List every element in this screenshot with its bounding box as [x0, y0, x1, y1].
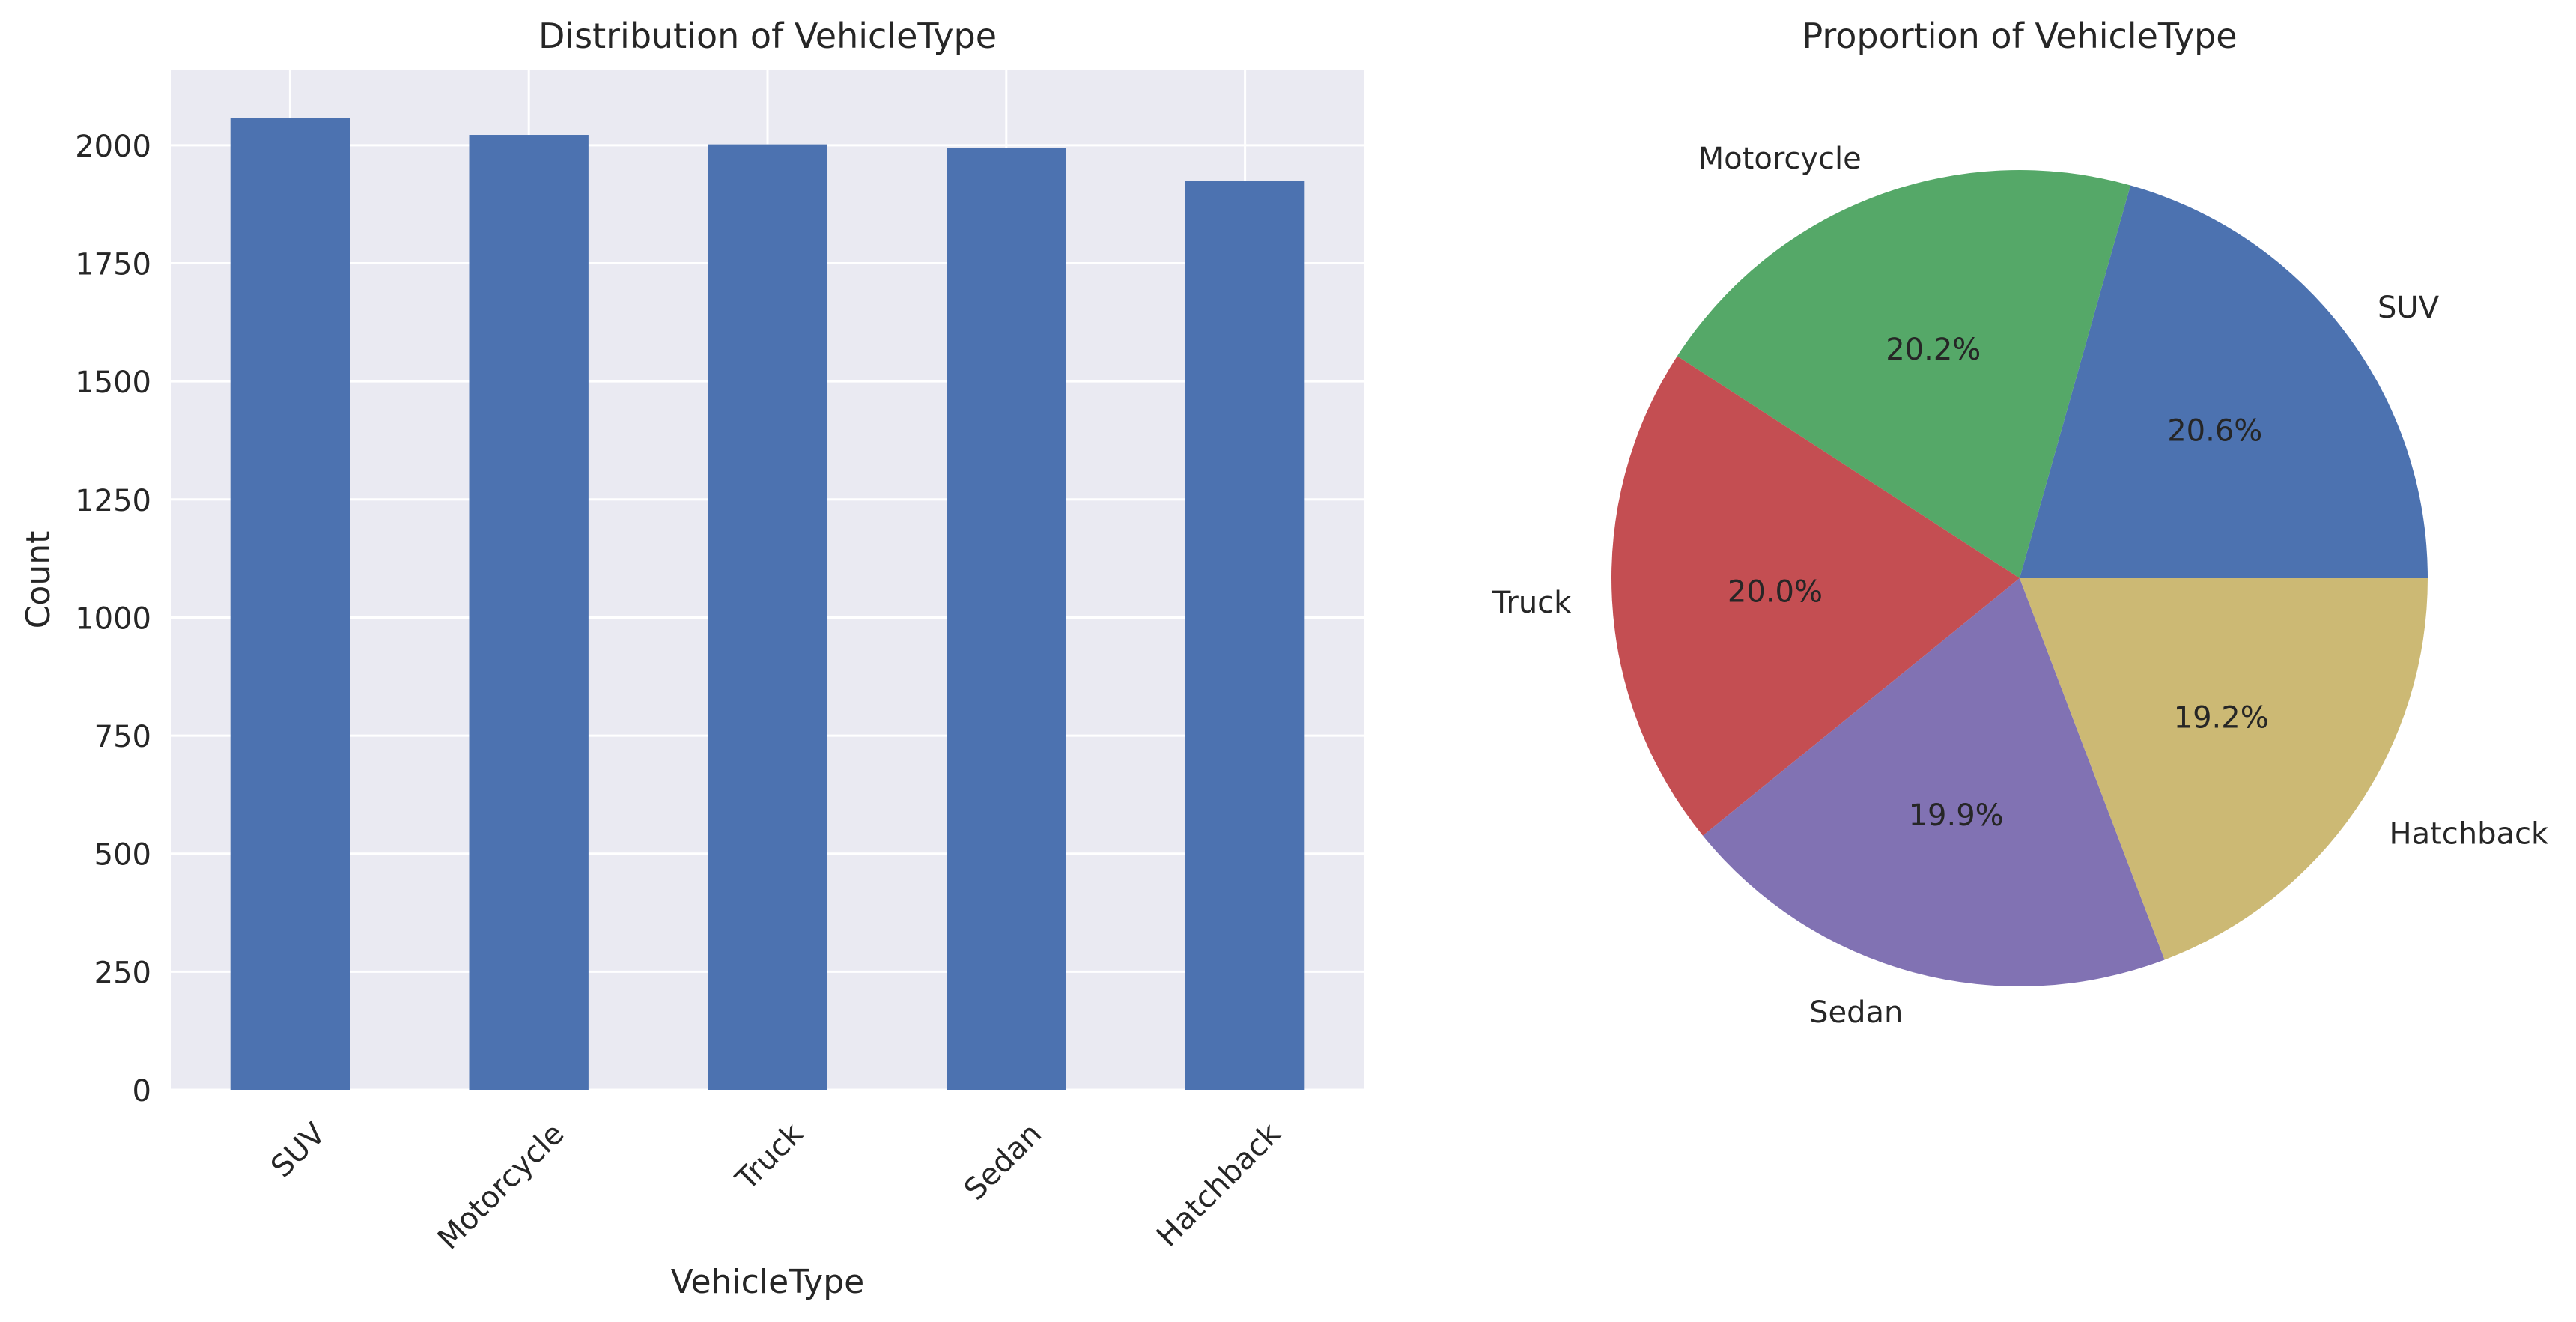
pie-slice-label: Motorcycle: [1698, 142, 1862, 176]
bar-y-tick-label: 1250: [75, 484, 151, 518]
bar-series: [230, 118, 1305, 1091]
pie-slice-suv: [2020, 185, 2428, 578]
bar-y-tick-label: 2000: [75, 130, 151, 164]
pie-chart-title: Proportion of VehicleType: [1802, 16, 2237, 56]
pie-percent-label: 20.0%: [1728, 574, 1823, 609]
pie-slice-label: Hatchback: [2390, 816, 2550, 851]
bar-y-tick-labels: 0 250 500 750 1000 1250 1500 1750 2000: [75, 130, 151, 1109]
pie-percent-label: 20.6%: [2167, 414, 2262, 449]
bar-x-axis-label: VehicleType: [671, 1263, 864, 1301]
bar-hatchback: [1185, 181, 1305, 1090]
pie-percent-label: 20.2%: [1886, 333, 1981, 367]
bar-y-tick-label: 1000: [75, 601, 151, 636]
bar-sedan: [947, 148, 1066, 1090]
pie-slice-motorcycle: [1677, 170, 2131, 578]
bar-motorcycle: [469, 135, 589, 1091]
bar-y-tick-label: 750: [94, 720, 151, 754]
bar-y-tick-label: 1500: [75, 366, 151, 400]
pie-slice-label: SUV: [2378, 291, 2440, 325]
pie-slice-label: Sedan: [1809, 995, 1903, 1030]
bar-y-tick-label: 250: [94, 956, 151, 990]
bar-suv: [230, 118, 350, 1091]
pie-percent-labels: 20.6% 20.2% 20.0% 19.9% 19.2%: [1728, 333, 2269, 833]
bar-truck: [708, 144, 827, 1090]
pie-slice-hatchback: [2020, 578, 2428, 960]
pie-percent-label: 19.2%: [2174, 701, 2269, 736]
bar-chart-title: Distribution of VehicleType: [538, 16, 997, 56]
pie-slice-label: Truck: [1492, 586, 1572, 620]
bar-y-axis-label: Count: [19, 531, 58, 629]
bar-y-tick-label: 0: [133, 1074, 151, 1109]
pie-slice-sedan: [1703, 578, 2165, 987]
pie-slice-truck: [1611, 356, 2020, 836]
pie-percent-label: 19.9%: [1909, 798, 2004, 833]
bar-y-tick-label: 1750: [75, 248, 151, 282]
pie-slice-labels: SUV Motorcycle Truck Sedan Hatchback: [1492, 142, 2549, 1030]
pie-slices: [1611, 170, 2428, 987]
bar-y-tick-label: 500: [94, 838, 151, 873]
